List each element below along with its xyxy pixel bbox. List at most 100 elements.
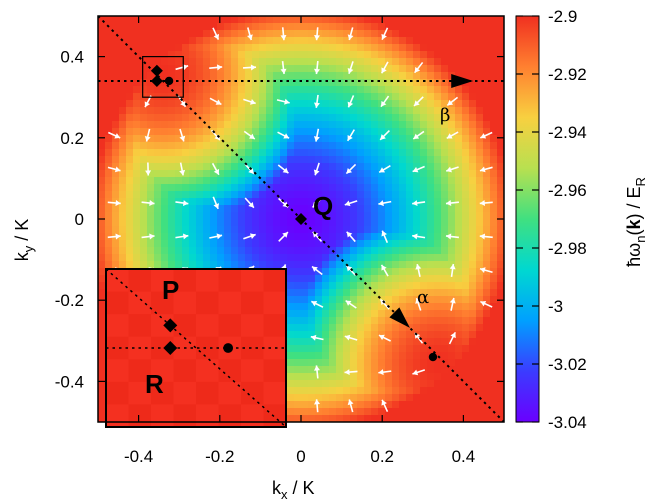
gradient-arrow-head bbox=[412, 233, 418, 240]
gradient-arrow-head bbox=[450, 332, 456, 339]
gradient-arrow-head bbox=[314, 34, 321, 41]
path-label-alpha: α bbox=[417, 287, 429, 308]
gradient-arrow-head bbox=[447, 99, 454, 106]
marker-inset-beta-max bbox=[223, 343, 234, 353]
inset-label-r: R bbox=[145, 369, 164, 399]
colorbar-ticks: -2.9 -2.92 -2.94 -2.96 -2.98 -3 -3.02 -3.04 bbox=[516, 7, 587, 432]
gradient-arrow-head bbox=[149, 233, 155, 240]
gradient-arrow-head bbox=[144, 101, 151, 108]
gradient-arrow-head bbox=[412, 166, 419, 173]
x-tick-label: -0.2 bbox=[205, 447, 234, 466]
gradient-arrow-head bbox=[345, 300, 352, 306]
y-tick-label: 0.4 bbox=[60, 48, 84, 67]
colorbar-tick-label: -2.94 bbox=[548, 123, 587, 142]
gradient-arrow-head bbox=[347, 399, 354, 406]
x-tick-label: 0.4 bbox=[452, 447, 476, 466]
gradient-arrow-head bbox=[347, 68, 354, 74]
gradient-arrow-head bbox=[344, 334, 351, 341]
gradient-arrow-head bbox=[414, 66, 421, 73]
marker-beta-max bbox=[164, 76, 174, 86]
gradient-arrow-head bbox=[344, 369, 350, 376]
gradient-arrow-head bbox=[213, 168, 220, 175]
gradient-arrow-head bbox=[182, 200, 189, 207]
gradient-arrow-head bbox=[145, 170, 152, 176]
x-axis-label: kx / K bbox=[272, 478, 315, 502]
x-tick-label: 0 bbox=[296, 447, 305, 466]
gradient-arrow-head bbox=[311, 300, 318, 307]
gradient-arrow-head bbox=[282, 167, 289, 174]
gradient-arrow-head bbox=[414, 100, 420, 106]
gradient-arrow-head bbox=[314, 365, 320, 371]
y-tick-label: -0.2 bbox=[55, 291, 84, 310]
gradient-arrow-head bbox=[115, 233, 121, 240]
gradient-arrow-head bbox=[216, 233, 223, 240]
gradient-arrow-head bbox=[179, 135, 186, 142]
gradient-arrow-head bbox=[479, 267, 486, 273]
y-axis-label: ky / K bbox=[12, 219, 36, 262]
gradient-arrow-head bbox=[310, 334, 317, 341]
gradient-arrow-head bbox=[182, 64, 189, 71]
gradient-arrow-head bbox=[344, 200, 351, 207]
gradient-arrow-head bbox=[415, 298, 421, 304]
colorbar-tick-label: -3.04 bbox=[548, 413, 587, 432]
gradient-arrow-head bbox=[381, 33, 387, 40]
y-tick-label: -0.4 bbox=[55, 372, 84, 391]
gradient-arrow-head bbox=[250, 99, 256, 105]
gradient-arrow-head bbox=[381, 399, 387, 406]
gradient-arrow-head bbox=[347, 101, 354, 108]
gradient-arrow-head bbox=[381, 264, 387, 271]
colorbar-tick-label: -3 bbox=[548, 297, 563, 316]
gradient-arrow-head bbox=[248, 133, 255, 140]
gradient-arrow-head bbox=[381, 67, 387, 74]
gradient-arrow-head bbox=[346, 231, 353, 238]
marker-P bbox=[150, 64, 163, 77]
gradient-arrow-head bbox=[180, 100, 186, 107]
colorbar-tick-label: -2.98 bbox=[548, 239, 587, 258]
gradient-arrow-head bbox=[445, 200, 452, 206]
gradient-arrow-head bbox=[280, 68, 287, 75]
gradient-arrow-head bbox=[282, 232, 288, 238]
gradient-arrow-head bbox=[449, 264, 456, 270]
gradient-arrow-head bbox=[346, 167, 353, 174]
gradient-arrow-head bbox=[114, 133, 121, 139]
zoom-box-rect bbox=[142, 55, 184, 98]
gradient-arrow-head bbox=[115, 199, 121, 206]
gradient-arrow-head bbox=[413, 133, 420, 139]
gradient-arrow-head bbox=[313, 136, 320, 142]
gradient-arrow-head bbox=[213, 203, 220, 209]
gradient-arrow-head bbox=[378, 334, 385, 341]
y-tick-label: 0.2 bbox=[60, 129, 84, 148]
colorbar-label: ħωn(k) / ER bbox=[624, 177, 648, 267]
gradient-arrow-head bbox=[445, 233, 452, 240]
gradient-arrow-head bbox=[412, 200, 418, 207]
gradient-arrow-head bbox=[446, 166, 452, 173]
gradient-arrow-head bbox=[216, 64, 223, 71]
gradient-arrow-head bbox=[313, 169, 320, 176]
gradient-arrow-head bbox=[182, 233, 189, 240]
gradient-arrow-head bbox=[449, 297, 456, 304]
gradient-arrow-head bbox=[347, 134, 353, 141]
gradient-arrow-head bbox=[415, 264, 422, 270]
gradient-arrow-head bbox=[249, 233, 256, 240]
path-arrow-beta bbox=[451, 73, 474, 88]
gradient-arrow-head bbox=[280, 34, 287, 41]
colorbar-tick-label: -2.9 bbox=[548, 7, 577, 26]
gradient-arrow-head bbox=[248, 201, 254, 208]
gradient-arrow-head bbox=[479, 233, 486, 240]
gradient-arrow-head bbox=[144, 135, 151, 142]
inset-zoom: P R bbox=[105, 268, 287, 428]
gradient-arrow-head bbox=[380, 134, 386, 140]
gradient-arrow-head bbox=[346, 265, 353, 272]
gradient-arrow-head bbox=[312, 266, 318, 272]
x-tick-label: -0.4 bbox=[124, 447, 153, 466]
x-ticks: -0.4 -0.2 0 0.2 0.4 bbox=[124, 16, 475, 466]
special-points bbox=[150, 64, 438, 362]
gradient-arrow-head bbox=[248, 168, 254, 174]
marker-R bbox=[150, 74, 163, 87]
gradient-arrow-head bbox=[312, 201, 319, 208]
gradient-arrow-head bbox=[114, 166, 121, 173]
marker-inset-R bbox=[163, 341, 178, 355]
marker-alpha-max bbox=[428, 352, 438, 362]
gradient-arrow-head bbox=[381, 230, 387, 237]
